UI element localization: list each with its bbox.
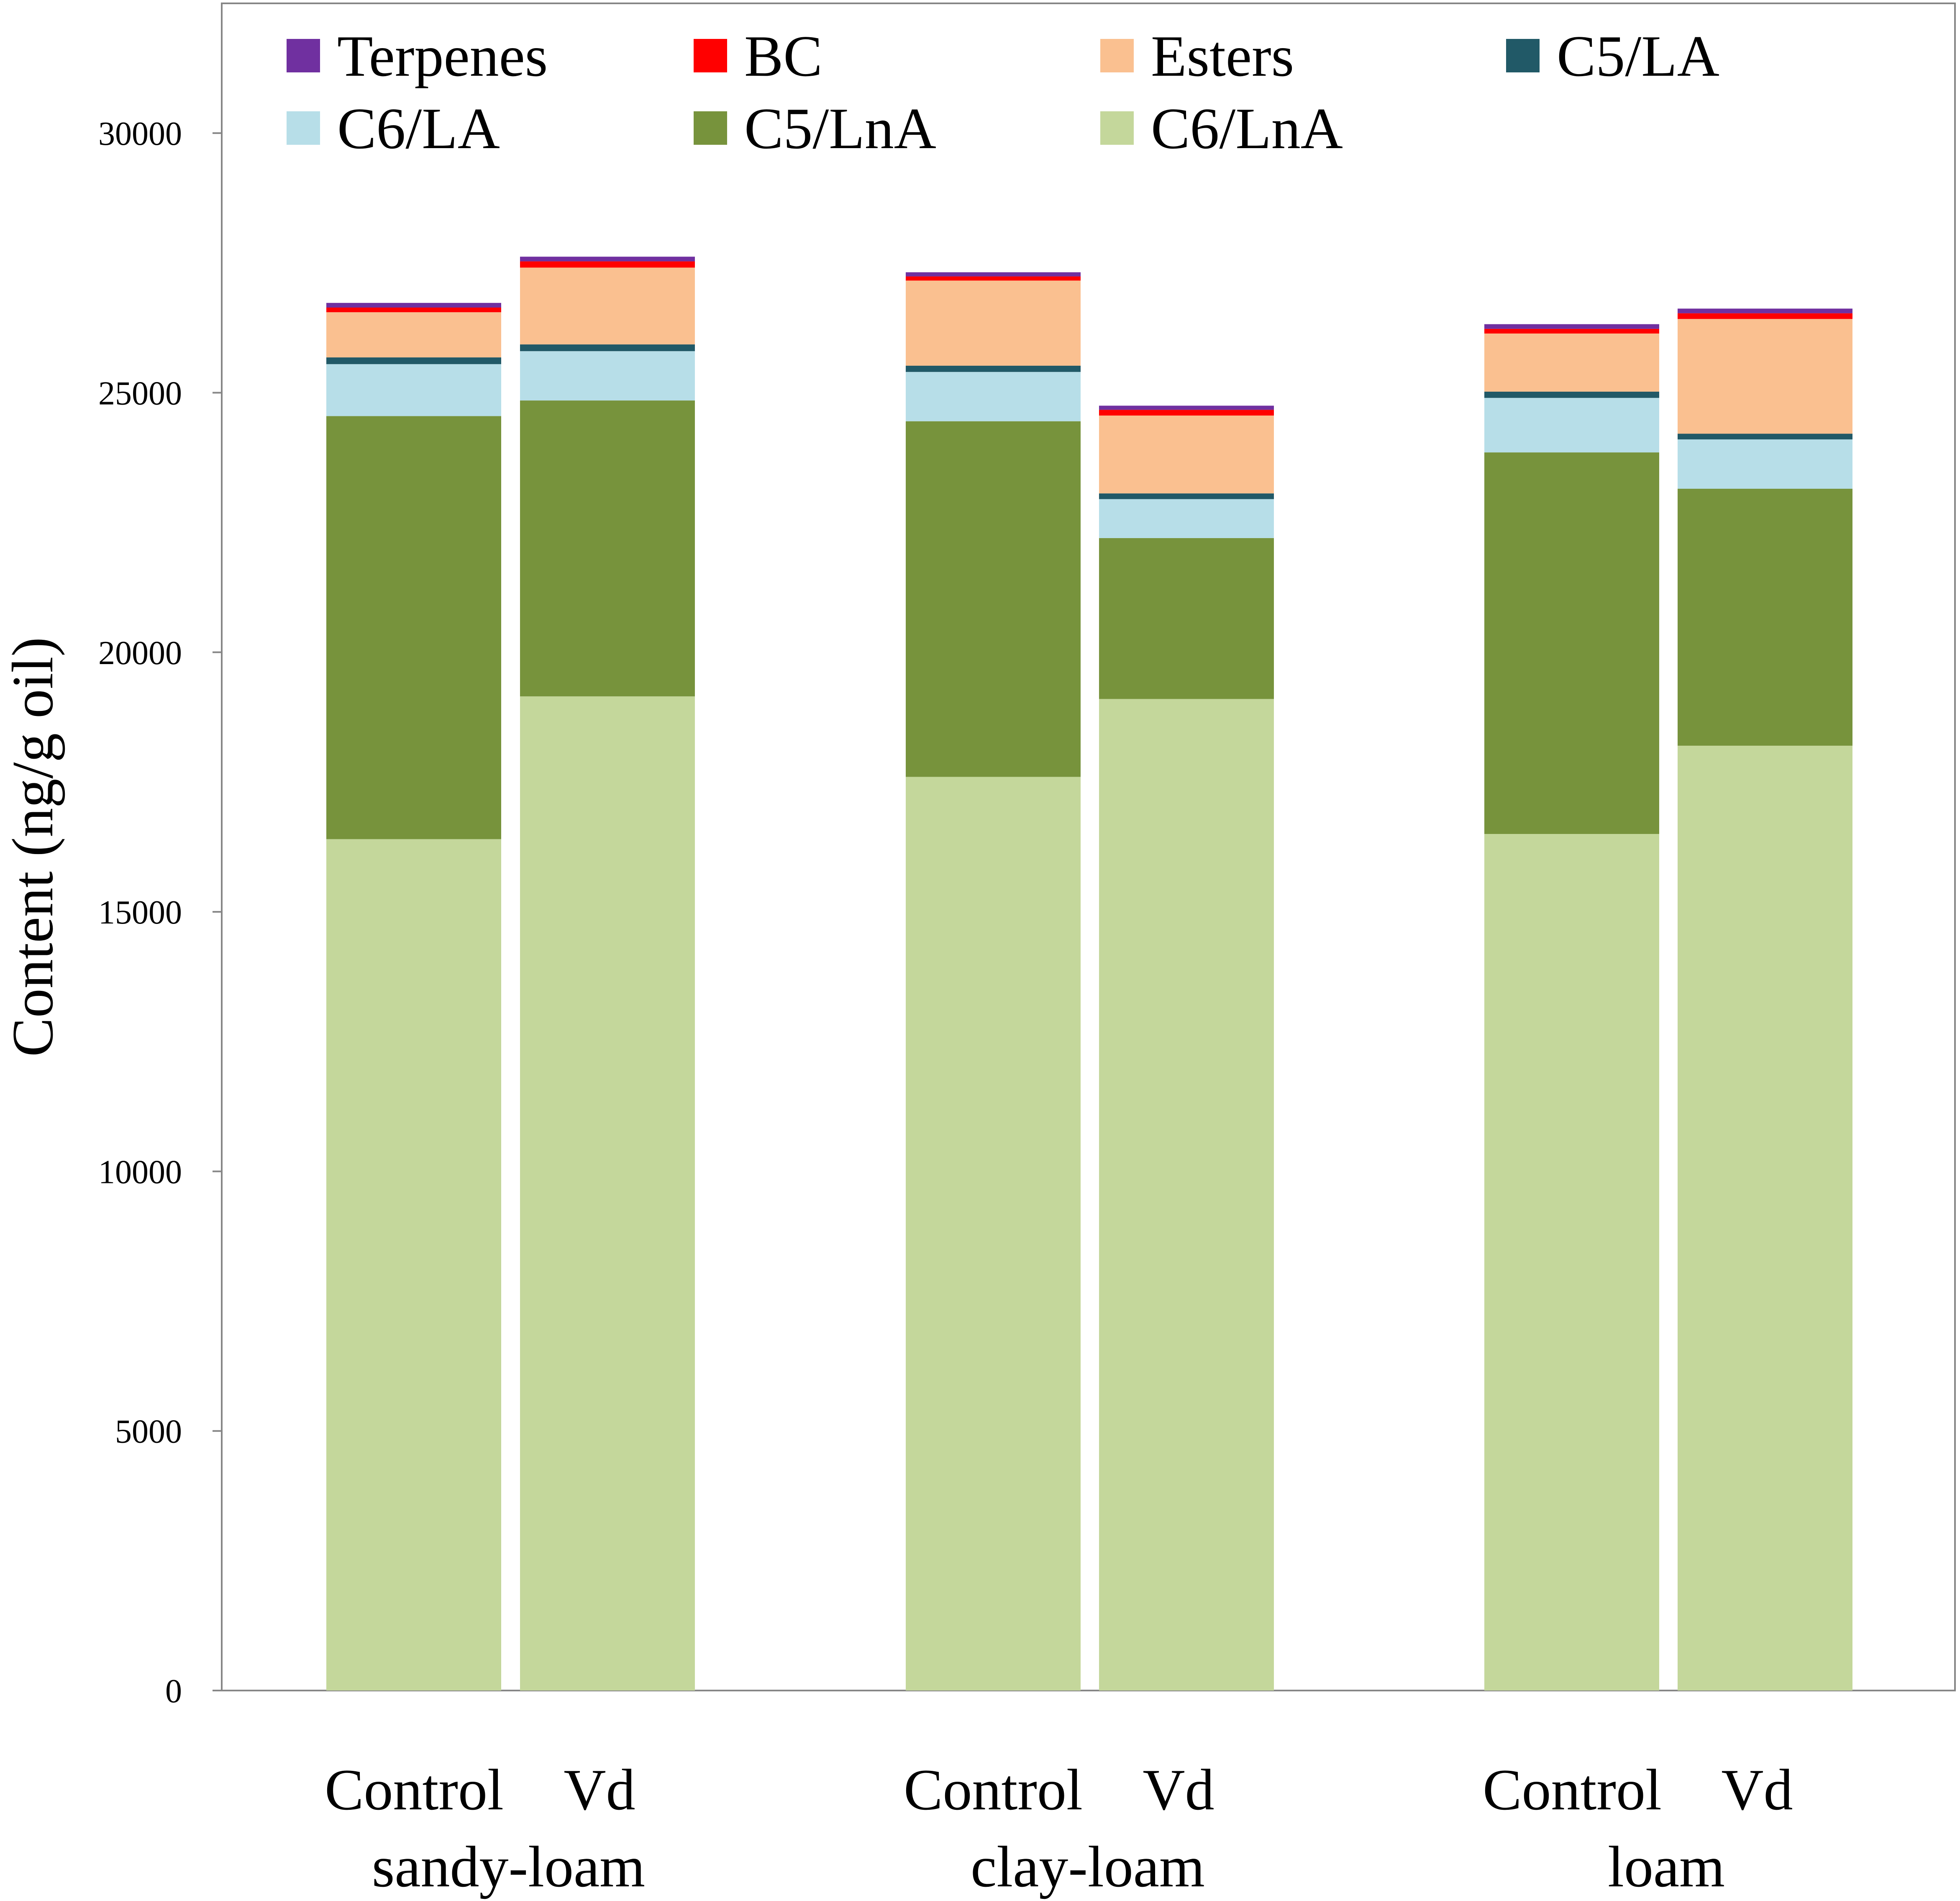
bar-segment-c6-la: [906, 372, 1081, 421]
y-tick-label: 5000: [115, 1414, 182, 1450]
y-tick-label: 10000: [98, 1154, 182, 1190]
legend-label-c5-lna: C5/LnA: [744, 96, 936, 161]
legend-swatch-c6-la: [287, 111, 320, 145]
bar-segment-c6-la: [1678, 439, 1852, 489]
bar-segment-terpenes: [326, 303, 501, 308]
bar-segment-c6-la: [1484, 398, 1659, 453]
y-tick-label: 30000: [98, 115, 182, 152]
bar-segment-terpenes: [520, 257, 695, 262]
legend-label-c5-la: C5/LA: [1557, 24, 1719, 89]
x-bar-label: Control: [904, 1757, 1083, 1822]
bar-segment-c5-la: [1484, 391, 1659, 398]
bar-segment-esters: [906, 280, 1081, 366]
plot-area: [221, 3, 1956, 1691]
legend: Terpenes BC Esters C5/LA C6/LA C5/LnA C6/LnA: [287, 24, 1719, 161]
legend-label-c6-la: C6/LA: [337, 96, 500, 161]
bar-segment-c6-lna: [520, 696, 695, 1691]
bar-segment-c6-lna: [326, 839, 501, 1691]
bar-segment-esters: [326, 312, 501, 358]
bar-segment-c6-lna: [1484, 834, 1659, 1691]
bar-segment-terpenes: [1678, 308, 1852, 313]
bar-segment-c6-lna: [1099, 699, 1274, 1691]
bar-segment-c6-lna: [906, 777, 1081, 1691]
x-bar-label: Control: [1483, 1757, 1662, 1822]
legend-swatch-bc: [694, 39, 727, 72]
legend-label-bc: BC: [744, 24, 822, 89]
bar-segment-c5-la: [520, 344, 695, 351]
bar-segment-c5-lna: [1484, 452, 1659, 834]
bar-segment-c5-lna: [520, 400, 695, 697]
bar-segment-bc: [1678, 313, 1852, 319]
legend-swatch-c5-lna: [694, 111, 727, 145]
plot-border: [221, 3, 1956, 1691]
bar-segment-terpenes: [906, 272, 1081, 277]
legend-swatch-terpenes: [287, 39, 320, 72]
x-bar-label: Vd: [1143, 1757, 1214, 1822]
bar-segment-bc: [326, 308, 501, 313]
bar-segment-c5-la: [906, 365, 1081, 372]
bar-segment-esters: [520, 267, 695, 345]
y-tick-label: 0: [165, 1673, 182, 1710]
bar-segment-c6-la: [326, 364, 501, 416]
y-tick-label: 25000: [98, 375, 182, 412]
bar-segment-c5-lna: [326, 416, 501, 839]
x-bar-label: Control: [325, 1757, 504, 1822]
y-tick-label: 20000: [98, 635, 182, 672]
legend-swatch-c6-lna: [1100, 111, 1134, 145]
legend-label-terpenes: Terpenes: [337, 24, 548, 89]
bar-segment-esters: [1099, 416, 1274, 494]
bar-segment-terpenes: [1484, 324, 1659, 329]
bar-segment-c5-lna: [1678, 488, 1852, 746]
y-axis: 0 5000 10000 15000 20000 25000 30000: [98, 115, 222, 1710]
bar-segment-c6-la: [520, 351, 695, 401]
bar-segment-c6-lna: [1678, 746, 1852, 1691]
bar-segment-c6-la: [1099, 499, 1274, 538]
bar-segment-c5-la: [326, 357, 501, 364]
bar-segment-c5-lna: [1099, 538, 1274, 699]
x-group-label: loam: [1608, 1834, 1725, 1899]
bar-segment-bc: [1484, 328, 1659, 334]
bar-segment-c5-la: [1678, 434, 1852, 440]
legend-label-c6-lna: C6/LnA: [1151, 96, 1343, 161]
x-bar-label: Vd: [1721, 1757, 1793, 1822]
bar-segment-bc: [906, 276, 1081, 281]
y-axis-title: Content (ng/g oil): [0, 637, 65, 1057]
x-bar-label: Vd: [564, 1757, 635, 1822]
bar-segment-bc: [520, 261, 695, 268]
y-tick-label: 15000: [98, 894, 182, 931]
bar-segment-c5-lna: [906, 421, 1081, 777]
bar-segment-terpenes: [1099, 405, 1274, 410]
bars-layer: [326, 257, 1852, 1691]
x-axis-labels: Control Vd Control Vd Control Vd sandy-loam cla…: [325, 1757, 1793, 1899]
legend-swatch-esters: [1100, 39, 1134, 72]
bar-segment-c5-la: [1099, 493, 1274, 499]
legend-label-esters: Esters: [1151, 24, 1294, 89]
legend-swatch-c5-la: [1506, 39, 1540, 72]
bar-segment-esters: [1678, 319, 1852, 434]
bar-segment-bc: [1099, 410, 1274, 416]
x-group-label: sandy-loam: [372, 1834, 645, 1899]
bar-segment-esters: [1484, 334, 1659, 392]
x-group-label: clay-loam: [971, 1834, 1205, 1899]
